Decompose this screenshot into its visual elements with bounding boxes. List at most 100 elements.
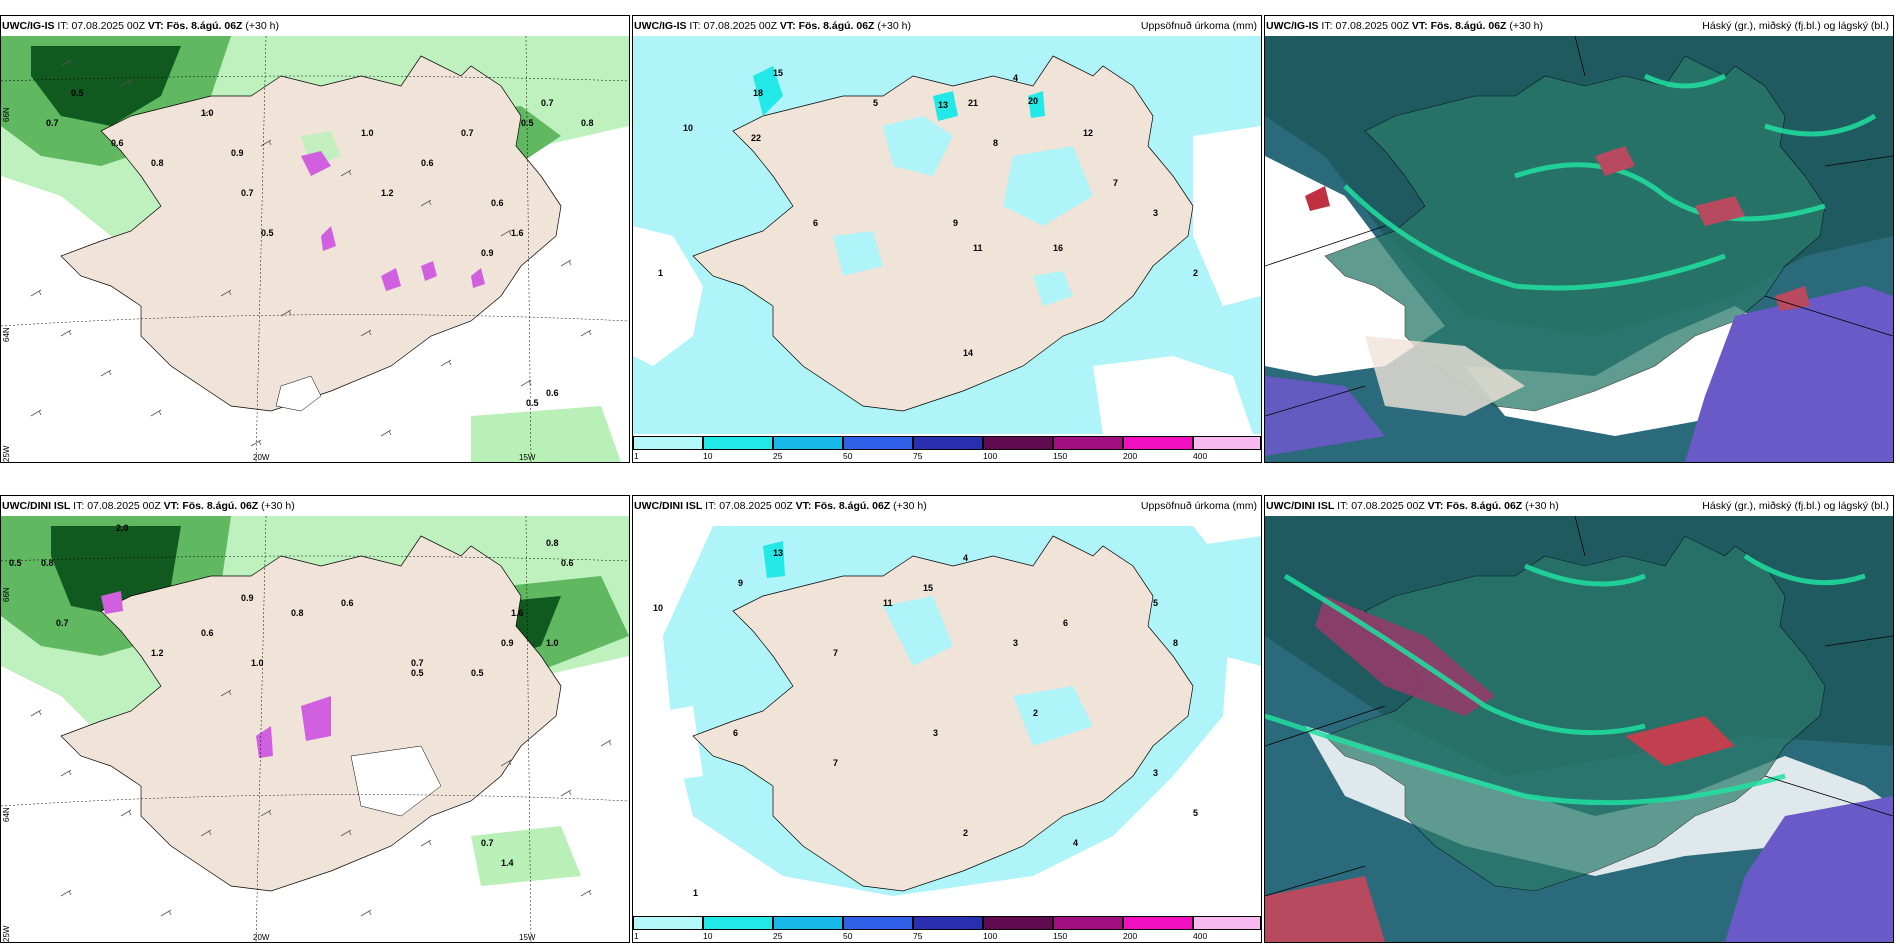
- rain-value: 1.0: [361, 128, 374, 138]
- panel-header: UWC/IG-IS IT: 07.08.2025 00Z VT: Fös. 8.…: [633, 16, 1261, 36]
- lon-label-20: 20W: [253, 933, 270, 942]
- accumulated-precip-map: 13 9 15 10 7 4 3 6 5 8 11 2 4 3 5 6 1 7 …: [633, 516, 1261, 914]
- colorbar-swatch: [913, 436, 983, 450]
- lead-time: (+30 h): [877, 20, 911, 32]
- precip-value: 21: [968, 98, 978, 108]
- precip-value: 6: [813, 218, 818, 228]
- precip-value: 22: [751, 133, 761, 143]
- model-name: UWC/IG-IS: [2, 20, 55, 32]
- precip-value: 16: [1053, 243, 1063, 253]
- colorbar-swatch: [983, 916, 1053, 930]
- valid-time: Fös. 8.ágú. 06Z: [166, 20, 243, 32]
- precip-value: 6: [1063, 618, 1068, 628]
- colorbar-tick: 50: [843, 451, 853, 461]
- colorbar-swatch: [913, 916, 983, 930]
- colorbar-tick: 1: [634, 451, 639, 461]
- precip-value: 9: [953, 218, 958, 228]
- colorbar-tick: 10: [703, 931, 713, 941]
- colorbar-swatch: [1123, 916, 1193, 930]
- rain-value: 0.7: [46, 118, 59, 128]
- panel-header: UWC/DINI ISL IT: 07.08.2025 00Z VT: Fös.…: [633, 496, 1261, 516]
- precip-value: 11: [973, 243, 983, 253]
- rain-value: 2.0: [116, 523, 129, 533]
- rain-value: 0.8: [41, 558, 54, 568]
- init-time: 07.08.2025 00Z: [1351, 500, 1425, 512]
- precip-value: 11: [883, 598, 893, 608]
- colorbar-tick: 400: [1193, 451, 1208, 461]
- colorbar-swatch: [633, 916, 703, 930]
- panel-title: Háský (gr.), miðský (fj.bl.) og lágský (…: [1702, 20, 1889, 32]
- panel-dini-precip-wind: UWC/DINI ISL IT: 07.08.2025 00Z VT: Fös.…: [0, 495, 630, 943]
- rain-value: 1.6: [511, 228, 524, 238]
- colorbar-tick: 10: [703, 451, 713, 461]
- colorbar-swatch: [983, 436, 1053, 450]
- rain-value: 0.7: [461, 128, 474, 138]
- vt-label: VT:: [779, 20, 796, 32]
- precip-value: 10: [653, 603, 663, 613]
- colorbar-swatch: [633, 436, 703, 450]
- colorbar: 1 10 25 50 75 100 150 200 400: [633, 914, 1261, 942]
- precip-value: 4: [963, 553, 968, 563]
- colorbar-swatch: [773, 916, 843, 930]
- precip-value: 10: [683, 123, 693, 133]
- precip-value: 12: [1083, 128, 1093, 138]
- colorbar-tick: 150: [1053, 451, 1068, 461]
- precip-value: 4: [1013, 73, 1018, 83]
- lead-time: (+30 h): [245, 20, 279, 32]
- map-area[interactable]: 66N 64N 25W 20W 15W 2.0 0.8 0.5 0.7 1.2 …: [1, 516, 629, 942]
- colorbar-swatch: [1053, 436, 1123, 450]
- map-area[interactable]: 13 9 15 10 7 4 3 6 5 8 11 2 4 3 5 6 1 7 …: [633, 516, 1261, 914]
- valid-time: Fös. 8.ágú. 06Z: [1430, 20, 1507, 32]
- panel-ig-precip-wind: UWC/IG-IS IT: 07.08.2025 00Z VT: Fös. 8.…: [0, 15, 630, 463]
- model-name: UWC/IG-IS: [634, 20, 687, 32]
- rain-value: 1.6: [511, 608, 524, 618]
- rain-value: 0.6: [491, 198, 504, 208]
- precip-value: 3: [1013, 638, 1018, 648]
- init-time: 07.08.2025 00Z: [719, 500, 793, 512]
- lat-label-64: 64N: [2, 807, 11, 822]
- rain-value: 0.8: [291, 608, 304, 618]
- rain-value: 0.6: [546, 388, 559, 398]
- map-area[interactable]: [1265, 516, 1893, 942]
- map-area[interactable]: [1265, 36, 1893, 462]
- colorbar-tick: 200: [1123, 931, 1138, 941]
- rain-value: 0.5: [71, 88, 84, 98]
- init-time: 07.08.2025 00Z: [703, 20, 777, 32]
- lead-time: (+30 h): [893, 500, 927, 512]
- panel-ig-accumulated-precip: UWC/IG-IS IT: 07.08.2025 00Z VT: Fös. 8.…: [632, 15, 1262, 463]
- rain-value: 0.8: [581, 118, 594, 128]
- rain-value: 0.7: [481, 838, 494, 848]
- colorbar-tick: 150: [1053, 931, 1068, 941]
- init-time: 07.08.2025 00Z: [87, 500, 161, 512]
- precip-value: 18: [753, 88, 763, 98]
- lead-time: (+30 h): [1509, 20, 1543, 32]
- precip-wind-map: 66N 64N 25W 20W 15W 0.7 0.5 0.6 0.8 1.0 …: [1, 36, 629, 462]
- rain-value: 1.2: [151, 648, 164, 658]
- panel-title: Uppsöfnuð úrkoma (mm): [1140, 20, 1257, 32]
- lat-label-66: 66N: [2, 587, 11, 602]
- it-label: IT:: [689, 20, 701, 32]
- map-area[interactable]: 66N 64N 25W 20W 15W 0.7 0.5 0.6 0.8 1.0 …: [1, 36, 629, 462]
- rain-value: 0.5: [9, 558, 22, 568]
- colorbar-tick: 75: [913, 451, 923, 461]
- panel-header: UWC/IG-IS IT: 07.08.2025 00Z VT: Fös. 8.…: [1265, 16, 1893, 36]
- valid-time: Fös. 8.ágú. 06Z: [1446, 500, 1523, 512]
- rain-value: 0.5: [411, 668, 424, 678]
- valid-time: Fös. 8.ágú. 06Z: [798, 20, 875, 32]
- lead-time: (+30 h): [1525, 500, 1559, 512]
- precip-value: 15: [923, 583, 933, 593]
- rain-value: 0.9: [501, 638, 514, 648]
- panel-header: UWC/DINI ISL IT: 07.08.2025 00Z VT: Fös.…: [1, 496, 629, 516]
- precip-value: 9: [738, 578, 743, 588]
- panel-dini-accumulated-precip: UWC/DINI ISL IT: 07.08.2025 00Z VT: Fös.…: [632, 495, 1262, 943]
- precip-value: 2: [1033, 708, 1038, 718]
- lat-label-64: 64N: [2, 327, 11, 342]
- colorbar-tick: 200: [1123, 451, 1138, 461]
- precip-value: 2: [1193, 268, 1198, 278]
- lon-label-15: 15W: [519, 453, 536, 462]
- colorbar-tick: 100: [983, 931, 998, 941]
- map-area[interactable]: 15 18 22 10 5 4 8 13 21 20 12 7 3 2 6 11…: [633, 36, 1261, 434]
- vt-label: VT:: [1411, 20, 1428, 32]
- rain-value: 0.6: [421, 158, 434, 168]
- colorbar-swatch: [703, 436, 773, 450]
